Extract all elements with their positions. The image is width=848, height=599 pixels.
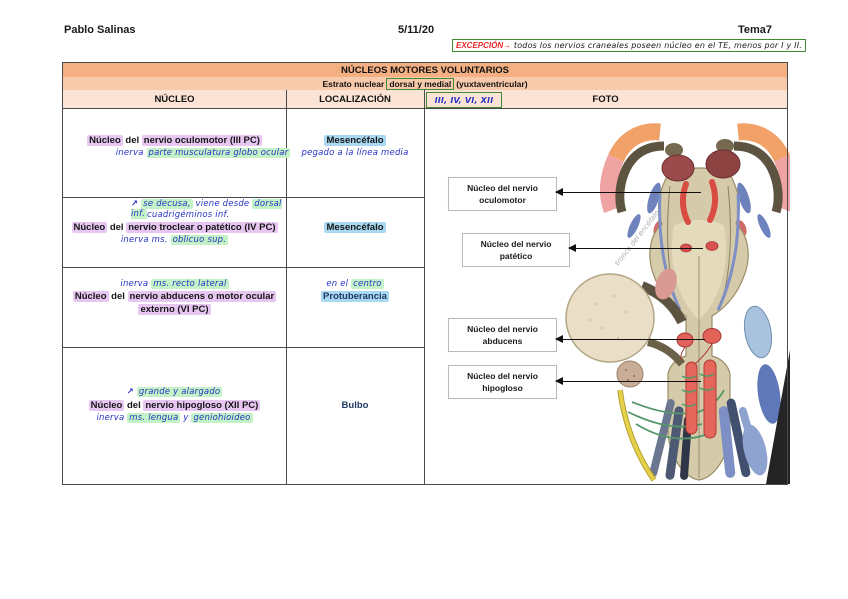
row4-term-del: del [124, 400, 144, 411]
colliculi [661, 139, 741, 182]
annotation-arrow: ↗ [131, 199, 139, 209]
label-line: Núcleo del nervio [467, 183, 538, 193]
row2-term-nerve: nervio troclear o patético (IV PC) [126, 222, 278, 233]
document-date: 5/11/20 [398, 24, 435, 36]
row2-term-nucleo: Núcleo [71, 222, 108, 233]
topic-label: Tema7 [738, 24, 773, 36]
row3-localizacion: Protuberancia [286, 291, 424, 303]
row3-loc-note: en el centro [286, 279, 424, 289]
abducens-nucleus [676, 328, 722, 365]
author-name: Pablo Salinas [64, 24, 136, 36]
row4-note-pre: inerva [96, 413, 128, 423]
annotation-arrow: ↗ [126, 387, 134, 397]
label-line: abducens [482, 336, 523, 346]
row4-handwritten-note: inerva ms. lengua y geniohioideo [63, 413, 286, 423]
row1-loc-value: Mesencéfalo [324, 135, 386, 146]
arrow-abducens [555, 335, 705, 343]
row2-note-pre: inerva ms. [120, 235, 171, 245]
cerebellum [565, 268, 687, 388]
exception-label: EXCEPCIÓN→ [456, 41, 512, 50]
row4-loc-value: Bulbo [341, 400, 369, 411]
arrow-hipogloso [555, 377, 701, 385]
row2-note-above-2: cuadrigéminos inf. [147, 210, 230, 220]
column-header-foto: FOTO [592, 93, 619, 105]
row3-note-above: inerva ms. recto lateral [63, 279, 286, 289]
row2-note-above-1: ↗ se decusa, viene desde dorsal inf. [131, 199, 291, 219]
column-divider-2 [424, 90, 425, 484]
row3-nucleo-main: Núcleo del nervio abducens o motor ocula… [63, 291, 286, 303]
row1-term-del: del [122, 135, 142, 146]
row2-note-hl1: se decusa, [141, 199, 193, 209]
column-divider-1 [286, 90, 287, 484]
row3-loc-note-highlight: centro [351, 279, 384, 289]
row1-localizacion: Mesencéfalo [286, 135, 424, 147]
label-line: oculomotor [479, 195, 526, 205]
row1-loc-note: pegado a la línea media [301, 148, 409, 158]
row4-term-nucleo: Núcleo [88, 400, 125, 411]
brainstem-illustration: tronco del encéfalo [565, 123, 790, 484]
column-header-nucleo: NÚCLEO [154, 93, 195, 105]
hypoglossal-nucleus [681, 359, 717, 439]
row3-term-del: del [108, 291, 128, 302]
exception-text: todos los nervios craneales poseen núcle… [511, 41, 802, 50]
table-title: NÚCLEOS MOTORES VOLUNTARIOS [63, 63, 787, 78]
row3-note-pre: inerva [120, 279, 152, 289]
row3-loc-note-pre: en el [326, 279, 352, 289]
row-divider-2 [63, 267, 424, 268]
row3-term-externo: externo (VI PC) [138, 304, 211, 315]
row1-note-highlight: parte musculatura globo ocular [146, 148, 291, 158]
label-line: patético [499, 251, 533, 261]
row2-nucleo-main: Núcleo del nervio troclear o patético (I… [63, 222, 286, 234]
row4-note-highlight: grande y alargado [136, 387, 223, 397]
subtitle-boxed-term: dorsal y medial [386, 77, 455, 90]
subtitle-prefix: Estrato nuclear [322, 78, 385, 89]
row2-note-highlight: oblicuo sup. [170, 235, 229, 245]
label-hipogloso: Núcleo del nervio hipogloso [448, 365, 557, 399]
row3-note-highlight: ms. recto lateral [151, 279, 229, 289]
label-line: hipogloso [482, 383, 523, 393]
oculomotor-nucleus [679, 179, 719, 225]
row1-handwritten-note: inerva parte musculatura globo ocular [93, 148, 313, 158]
page-shadow-wedge [766, 350, 790, 484]
exception-note: EXCEPCIÓN→ todos los nervios craneales p… [452, 39, 806, 52]
row4-note-hl2: geniohioideo [191, 413, 253, 423]
row3-term-nerve: nervio abducens o motor ocular [127, 291, 277, 302]
row1-term-nucleo: Núcleo [87, 135, 123, 146]
row2-handwritten-note: inerva ms. oblicuo sup. [63, 235, 286, 245]
row2-loc-value: Mesencéfalo [324, 222, 386, 233]
subtitle-suffix: (yuxtaventricular) [456, 78, 528, 89]
column-header-row: NÚCLEO LOCALIZACIÓN FOTO [63, 90, 787, 109]
row1-note-pre: inerva [115, 148, 147, 158]
row3-term-nucleo: Núcleo [72, 291, 109, 302]
table-subtitle: Estrato nuclear dorsal y medial (yuxtave… [63, 77, 787, 91]
label-oculomotor: Núcleo del nervio oculomotor [448, 177, 557, 211]
arrow-oculomotor [555, 188, 701, 196]
row2-term-del: del [107, 222, 127, 233]
row4-note-mid: y [180, 413, 192, 423]
label-line: Núcleo del nervio [467, 371, 538, 381]
row2-localizacion: Mesencéfalo [286, 222, 424, 234]
row-divider-3 [63, 347, 424, 348]
row4-note-above: ↗ grande y alargado [63, 387, 286, 397]
label-abducens: Núcleo del nervio abducens [448, 318, 557, 352]
row4-note-hl1: ms. lengua [127, 413, 181, 423]
row1-term-nerve: nervio oculomotor (III PC) [141, 135, 262, 146]
column-header-localizacion: LOCALIZACIÓN [319, 93, 391, 105]
arrow-patetico [568, 244, 703, 252]
nuclei-table: NÚCLEOS MOTORES VOLUNTARIOS Estrato nucl… [62, 62, 788, 485]
row1-nucleo-main: Núcleo del nervio oculomotor (III PC) [63, 135, 286, 147]
label-line: Núcleo del nervio [467, 324, 538, 334]
row4-localizacion: Bulbo [286, 400, 424, 412]
row2-note-mid: viene desde [192, 199, 253, 209]
label-line: Núcleo del nervio [480, 239, 552, 249]
row3-loc-value: Protuberancia [321, 291, 389, 302]
row4-nucleo-main: Núcleo del nervio hipogloso (XII PC) [63, 400, 286, 412]
foto-nerves-annotation: III, IV, VI, XII [426, 92, 502, 108]
row3-nucleo-main-2: externo (VI PC) [63, 304, 286, 316]
row-divider-1 [63, 197, 424, 198]
label-patetico: Núcleo del nervio patético [462, 233, 570, 267]
row4-term-nerve: nervio hipogloso (XII PC) [143, 400, 261, 411]
